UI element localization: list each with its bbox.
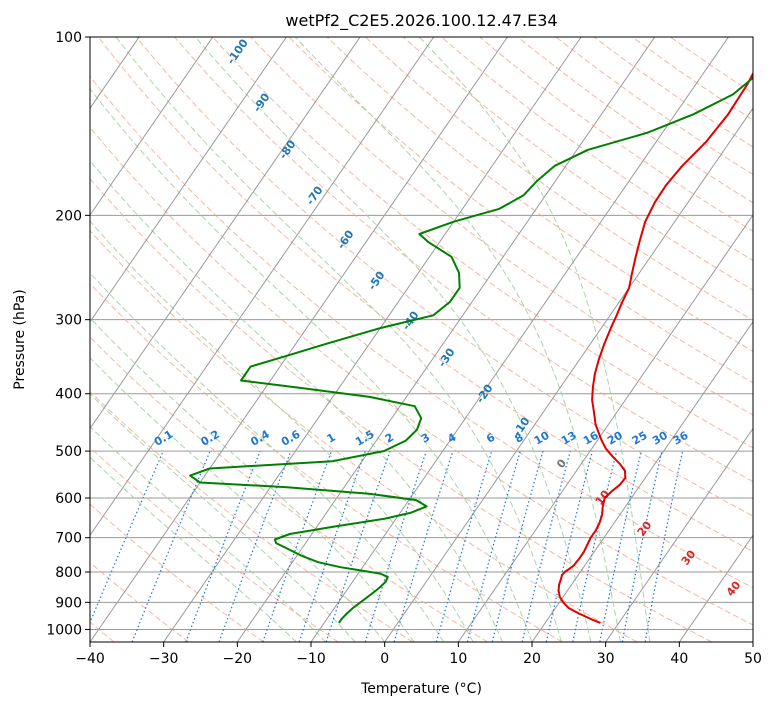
chart-title: wetPf2_C2E5.2026.100.12.47.E34	[285, 11, 557, 31]
skewed-isotherm	[90, 37, 435, 537]
dry-adiabat	[90, 178, 712, 642]
dry-adiabat	[288, 37, 753, 384]
y-tick-label: 600	[55, 491, 82, 507]
y-tick-label: 400	[55, 387, 82, 403]
mixing-ratio-line	[621, 450, 663, 642]
dry-adiabat	[326, 37, 753, 352]
x-tick-label: 20	[523, 651, 541, 667]
dry-adiabat	[90, 230, 638, 642]
x-tick-label: 0	[380, 651, 389, 667]
moist-adiabat	[90, 272, 445, 642]
temperature-line	[557, 71, 753, 624]
skewed-isotherm	[310, 37, 729, 642]
moist-adiabat	[195, 37, 592, 642]
x-tick-label: 40	[670, 651, 688, 667]
mixing-ratio-line	[325, 450, 391, 642]
dry-adiabat	[90, 336, 488, 642]
dry-adiabats	[90, 37, 753, 642]
profile-lines	[189, 71, 753, 624]
plot-background	[90, 37, 753, 642]
mixing-ratio-line	[572, 450, 618, 642]
mixing-ratio-line	[90, 450, 164, 624]
y-tick-label: 100	[55, 30, 82, 46]
skewed-isotherm	[236, 37, 656, 642]
plot-area	[90, 37, 753, 642]
pressure-gridlines	[90, 37, 753, 630]
dry-adiabat	[555, 37, 753, 176]
skewed-isotherm	[457, 214, 753, 642]
mixing-ratio-line	[262, 450, 333, 642]
x-tick-label: 50	[744, 651, 762, 667]
plot-frame	[89, 36, 754, 643]
dry-adiabat	[90, 282, 563, 642]
dewpoint-line	[189, 76, 753, 624]
dry-adiabat	[479, 37, 753, 232]
mixing-ratio-line	[435, 450, 493, 642]
dry-adiabat	[212, 37, 753, 449]
moist-adiabat	[90, 220, 474, 642]
mixing-ratio-line	[466, 450, 521, 642]
x-axis-ticks: −40 −30 −20 −10 0 10 20 30 40 50	[75, 642, 762, 667]
dry-adiabat	[90, 126, 753, 626]
y-axis-ticks: 100 200 300 400 500 600 700 800 900 1000	[46, 30, 90, 638]
moist-adiabat	[90, 426, 327, 642]
dry-adiabat	[98, 37, 753, 553]
moist-adiabat	[294, 37, 621, 642]
mixing-ratio-line	[599, 450, 642, 642]
y-tick-label: 700	[55, 531, 82, 547]
skewed-isotherm	[0, 37, 65, 642]
moist-adiabat	[90, 357, 386, 642]
skewed-isotherm	[531, 320, 753, 642]
moist-adiabat	[419, 37, 651, 642]
dry-adiabat	[90, 446, 339, 642]
moist-adiabat	[90, 393, 356, 642]
moist-adiabat	[90, 87, 533, 642]
moist-adiabat	[115, 37, 562, 642]
y-tick-label: 500	[55, 444, 82, 460]
dry-adiabat	[90, 75, 753, 589]
skewed-isotherm	[752, 641, 753, 642]
mixing-ratio-line	[298, 450, 366, 642]
mixing-ratio-line	[364, 450, 427, 642]
y-tick-label: 200	[55, 208, 82, 224]
x-tick-label: −20	[223, 651, 253, 667]
skewed-isotherm	[90, 37, 287, 323]
dry-adiabat	[364, 37, 753, 321]
x-tick-label: −40	[75, 651, 105, 667]
skewed-isotherm	[90, 37, 508, 642]
mixing-ratio-lines	[90, 450, 684, 642]
mixing-ratio-line	[393, 450, 454, 642]
y-axis-label: Pressure (hPa)	[12, 289, 28, 389]
x-tick-label: 10	[449, 651, 467, 667]
skewed-isotherm	[90, 37, 214, 216]
y-tick-label: 900	[55, 595, 82, 611]
mixing-ratio-line	[545, 450, 593, 642]
mixing-ratio-line	[644, 450, 684, 642]
mixing-ratio-line	[521, 450, 571, 642]
skewed-isotherm	[678, 534, 753, 642]
mixing-ratio-line	[491, 450, 544, 642]
skewed-isotherms	[0, 37, 753, 642]
moist-adiabat	[90, 159, 503, 642]
skewed-isotherm	[384, 107, 753, 642]
y-tick-label: 1000	[46, 622, 82, 638]
dry-adiabat	[250, 37, 753, 416]
x-tick-label: 30	[597, 651, 615, 667]
dry-adiabat	[90, 503, 264, 642]
skewed-isotherm	[605, 427, 753, 642]
x-tick-label: −10	[296, 651, 326, 667]
y-tick-label: 300	[55, 313, 82, 329]
skewed-isotherm	[163, 37, 582, 642]
dry-adiabat	[517, 37, 753, 204]
skewed-isotherm	[90, 37, 361, 430]
dry-adiabat	[136, 37, 753, 517]
x-axis-label: Temperature (°C)	[360, 681, 482, 697]
x-tick-label: −30	[149, 651, 179, 667]
y-tick-label: 800	[55, 565, 82, 581]
